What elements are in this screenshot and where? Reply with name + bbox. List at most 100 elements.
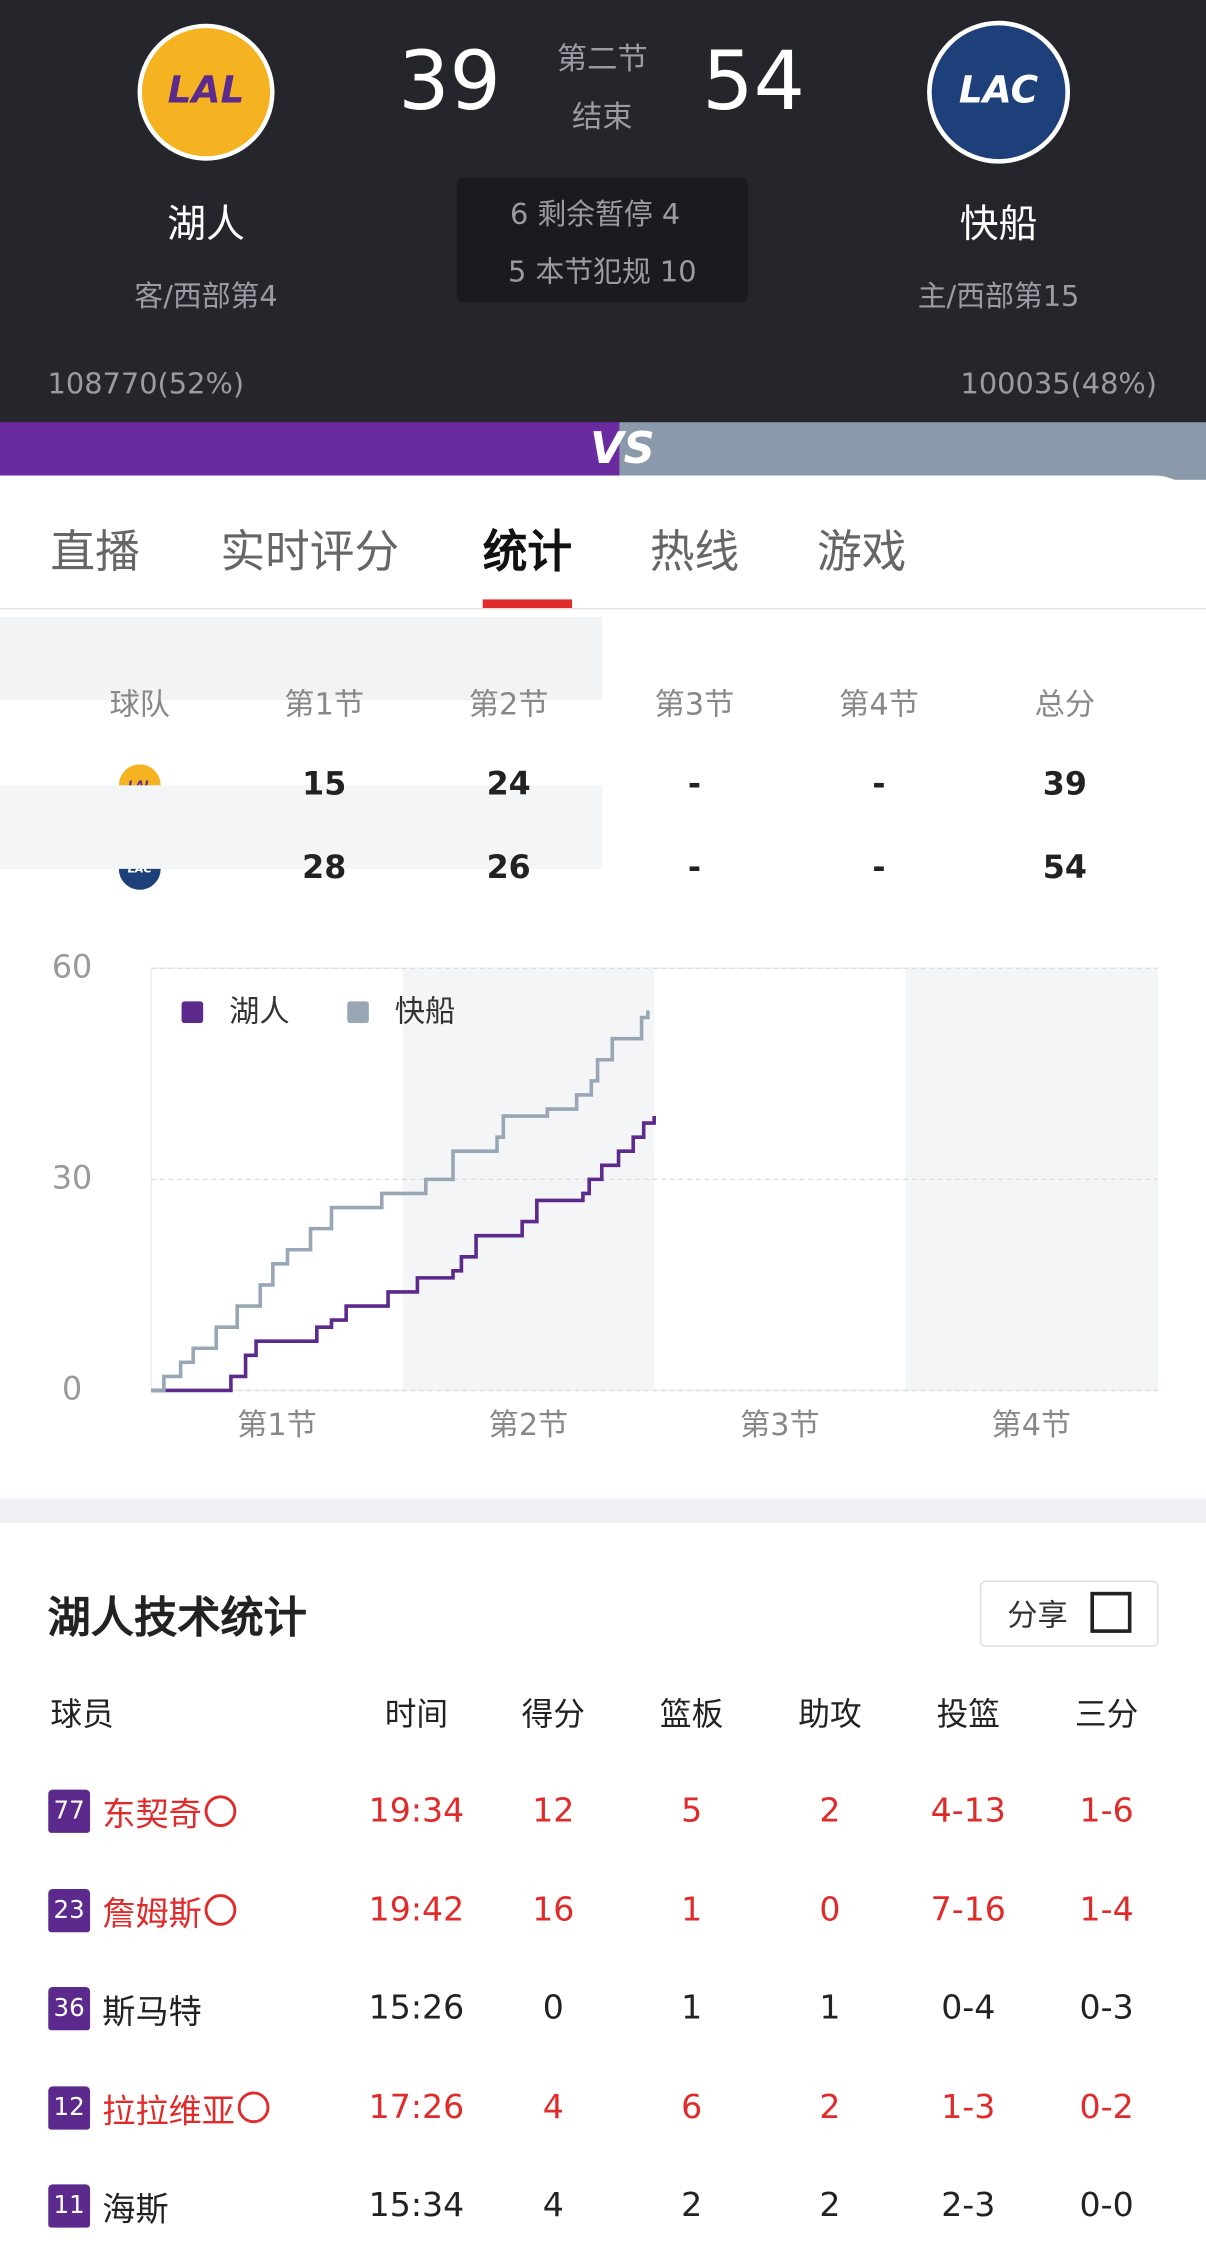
- stat-cell: 4: [542, 2088, 564, 2127]
- stat-cell: 1: [681, 1891, 703, 1929]
- away-score: 39: [398, 35, 501, 129]
- player-name: 拉拉维亚: [102, 2092, 235, 2131]
- stat-cell: 1-3: [941, 2088, 996, 2127]
- column-header: 球队: [109, 687, 171, 722]
- stat-cell: 5: [681, 1792, 703, 1830]
- logo-text: LAC: [959, 68, 1039, 112]
- away-name: 湖人: [167, 202, 245, 248]
- score-cell: -: [687, 767, 702, 804]
- team-logo: [927, 20, 1071, 164]
- vs-label: VS: [590, 424, 655, 475]
- score-cell: 15: [302, 767, 347, 804]
- table-row-bg: [0, 785, 603, 869]
- stat-cell: 1-6: [1079, 1792, 1134, 1830]
- legend-label: 湖人: [229, 994, 290, 1029]
- tab[interactable]: 直播: [50, 526, 140, 579]
- home-bar: [619, 422, 1206, 480]
- share-label: 分享: [1007, 1597, 1068, 1633]
- player-name: 海斯: [102, 2191, 169, 2230]
- player-name: 詹姆斯: [102, 1895, 202, 1933]
- stat-cell: 15:34: [368, 2187, 465, 2225]
- legend-swatch: [181, 1001, 204, 1024]
- stat-column-header: 时间: [384, 1697, 449, 1734]
- home-support: 100035(48%): [960, 365, 1158, 401]
- stat-cell: 0-4: [941, 1989, 996, 2028]
- period: 第二节: [556, 41, 648, 77]
- legend-swatch: [347, 1001, 369, 1024]
- score-cell: 39: [1042, 767, 1087, 804]
- starter-icon: [237, 2091, 270, 2124]
- column-header: 第4节: [839, 687, 919, 722]
- tab[interactable]: 实时评分: [220, 526, 400, 579]
- tab[interactable]: 统计: [482, 526, 573, 579]
- stat-cell: 12: [532, 1792, 575, 1830]
- stat-cell: 16: [532, 1891, 575, 1929]
- away-support: 108770(52%): [47, 365, 245, 401]
- score-cell: -: [872, 767, 886, 804]
- stat-cell: 19:42: [368, 1891, 465, 1929]
- stat-cell: 2: [819, 1792, 841, 1830]
- x-tick-label: 第3节: [740, 1408, 820, 1443]
- jersey-number: 23: [48, 1888, 91, 1932]
- stat-cell: 4: [542, 2187, 564, 2225]
- jersey-number: 11: [48, 2184, 91, 2228]
- stat-cell: 1-4: [1079, 1891, 1134, 1929]
- score-cell: -: [872, 850, 886, 887]
- column-header: 第1节: [284, 687, 365, 722]
- share-icon: [1090, 1591, 1132, 1633]
- y-tick-label: 0: [62, 1371, 82, 1407]
- series-line: [151, 1010, 650, 1393]
- fouls: 5 本节犯规 10: [507, 254, 697, 289]
- y-tick-label: 60: [52, 949, 92, 985]
- logo-text: LAL: [168, 68, 245, 112]
- score-cell: 26: [486, 850, 531, 887]
- tab[interactable]: 游戏: [816, 526, 907, 579]
- stat-column-header: 投篮: [936, 1697, 1000, 1734]
- share-button[interactable]: [979, 1580, 1159, 1647]
- stat-cell: 0-3: [1079, 1989, 1134, 2028]
- stat-cell: 0-0: [1079, 2187, 1134, 2225]
- stat-column-header: 球员: [50, 1697, 114, 1734]
- stat-cell: 1: [681, 1989, 703, 2028]
- stat-cell: 6: [681, 2088, 703, 2127]
- jersey-number: 77: [48, 1789, 91, 1833]
- player-name: 斯马特: [102, 1994, 202, 2032]
- stat-cell: 0-2: [1079, 2088, 1134, 2127]
- x-tick-label: 第4节: [991, 1408, 1071, 1443]
- stat-cell: 2: [819, 2187, 841, 2225]
- stat-cell: 0: [542, 1989, 564, 2028]
- home-name: 快船: [959, 202, 1038, 248]
- series-line: [151, 1116, 656, 1393]
- stat-column-header: 得分: [521, 1697, 586, 1734]
- column-header: 第3节: [654, 687, 735, 722]
- team-logo: [137, 23, 275, 161]
- tab[interactable]: 热线: [649, 526, 740, 579]
- score-cell: 54: [1042, 850, 1087, 887]
- legend-label: 快船: [395, 994, 456, 1029]
- section-divider: [0, 1498, 1206, 1524]
- home-score: 54: [702, 35, 805, 129]
- tab-divider: [0, 608, 1206, 610]
- stat-cell: 2-3: [941, 2187, 996, 2225]
- y-tick-label: 30: [52, 1160, 92, 1196]
- stat-cell: 1: [819, 1989, 841, 2028]
- stat-cell: 0: [819, 1891, 841, 1929]
- game-info-box: [456, 177, 748, 303]
- tab-indicator: [482, 599, 573, 609]
- stat-cell: 2: [819, 2088, 841, 2127]
- player-name: 东契奇: [102, 1796, 202, 1835]
- jersey-number: 36: [48, 1987, 91, 2031]
- x-tick-label: 第2节: [489, 1408, 569, 1443]
- stat-column-header: 篮板: [659, 1697, 724, 1734]
- stat-cell: 4-13: [930, 1792, 1006, 1830]
- stat-cell: 19:34: [368, 1792, 465, 1830]
- score-cell: 24: [486, 767, 531, 804]
- jersey-number: 12: [48, 2085, 91, 2129]
- stat-cell: 17:26: [368, 2088, 465, 2127]
- away-bar: [0, 422, 620, 480]
- score-cell: -: [687, 850, 702, 887]
- stat-cell: 2: [681, 2187, 703, 2225]
- home-info: 主/西部第15: [917, 278, 1080, 314]
- stat-column-header: 助攻: [798, 1697, 862, 1734]
- away-info: 客/西部第4: [134, 278, 278, 314]
